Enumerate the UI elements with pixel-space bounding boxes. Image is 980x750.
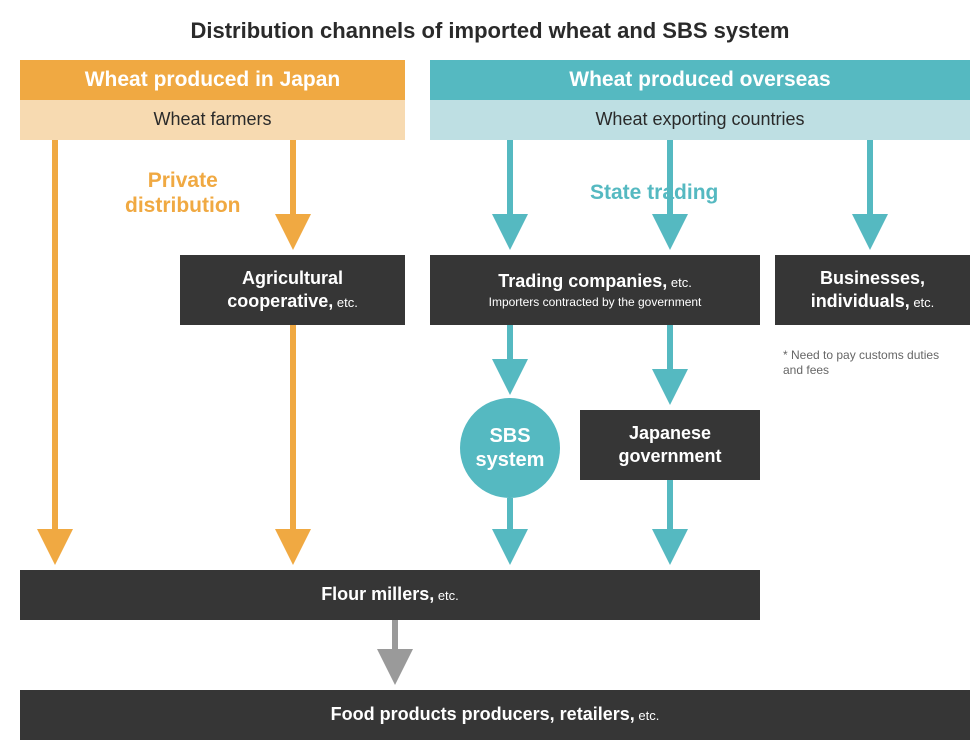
japan-sub: Wheat farmers <box>20 100 405 140</box>
overseas-sub: Wheat exporting countries <box>430 100 970 140</box>
producers-text: Food products producers, retailers, etc. <box>331 703 660 726</box>
agricultural-cooperative-box: Agricultural cooperative, etc. <box>180 255 405 325</box>
japan-header: Wheat produced in Japan <box>20 60 405 100</box>
japan-sub-text: Wheat farmers <box>153 108 271 131</box>
overseas-header-text: Wheat produced overseas <box>569 66 830 93</box>
japanese-government-box: Japanese government <box>580 410 760 480</box>
business-individuals-box: Businesses, individuals, etc. <box>775 255 970 325</box>
coop-text: Agricultural cooperative, etc. <box>227 267 358 314</box>
trading-text: Trading companies, etc. <box>498 270 692 293</box>
flour-millers-box: Flour millers, etc. <box>20 570 760 620</box>
food-producers-box: Food products producers, retailers, etc. <box>20 690 970 740</box>
state-label-text: State trading <box>590 181 718 204</box>
private-label-text: Private distribution <box>125 169 240 217</box>
sbs-system-circle: SBS system <box>460 398 560 498</box>
japan-header-text: Wheat produced in Japan <box>85 66 341 93</box>
diagram-container: Distribution channels of imported wheat … <box>0 0 980 750</box>
business-text: Businesses, individuals, etc. <box>811 267 935 314</box>
diagram-title: Distribution channels of imported wheat … <box>0 18 980 44</box>
gov-text: Japanese government <box>618 422 721 469</box>
trading-subtext: Importers contracted by the government <box>489 295 702 311</box>
overseas-sub-text: Wheat exporting countries <box>595 108 804 131</box>
state-trading-label: State trading <box>590 180 718 205</box>
sbs-text: SBS system <box>476 424 545 472</box>
trading-companies-box: Trading companies, etc. Importers contra… <box>430 255 760 325</box>
customs-note: * Need to pay customs duties and fees <box>783 332 939 379</box>
millers-text: Flour millers, etc. <box>321 583 459 606</box>
private-distribution-label: Private distribution <box>125 168 240 218</box>
overseas-header: Wheat produced overseas <box>430 60 970 100</box>
